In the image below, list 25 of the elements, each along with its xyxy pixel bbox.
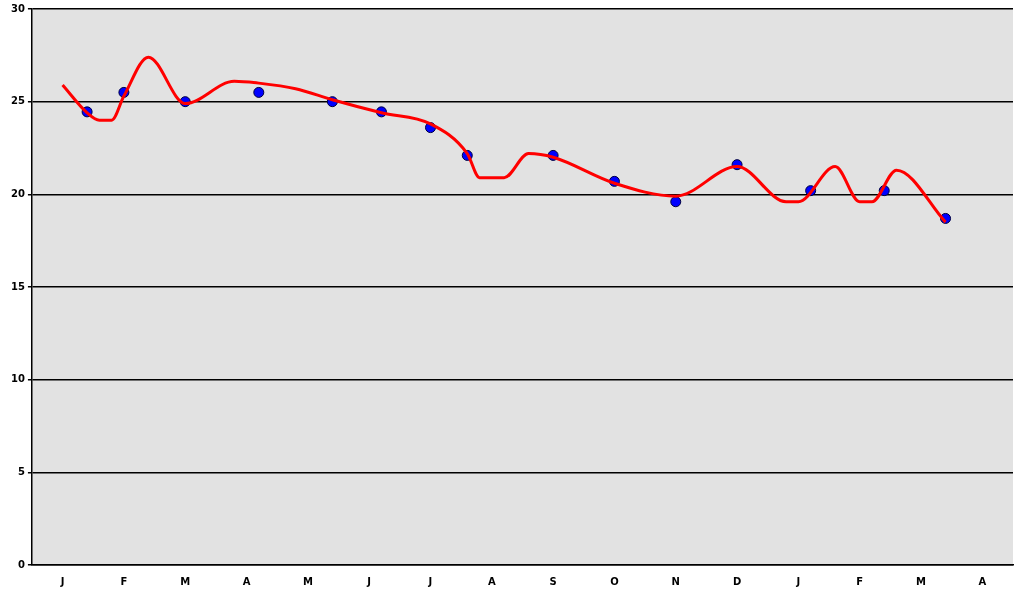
x-tick-label: S (549, 575, 557, 587)
x-tick-label: A (978, 575, 987, 587)
y-tick-label: 30 (10, 2, 25, 14)
y-tick-label: 15 (10, 280, 25, 292)
x-tick-label: O (610, 575, 619, 587)
x-tick-label: N (671, 575, 680, 587)
x-tick-label: M (180, 575, 191, 587)
x-tick-label: A (487, 575, 496, 587)
point (670, 196, 682, 208)
y-tick-label: 25 (10, 95, 25, 107)
y-tick-label: 10 (10, 373, 25, 385)
y-tick-label: 0 (17, 558, 25, 570)
x-tick-label: J (366, 575, 372, 587)
point (253, 86, 265, 98)
x-tick-label: M (916, 575, 927, 587)
x-tick-label: F (856, 575, 864, 587)
y-tick-label: 5 (17, 465, 25, 477)
x-tick-label: A (242, 575, 251, 587)
x-tick-label: M (302, 575, 313, 587)
x-tick-label: J (427, 575, 433, 587)
x-tick-label: J (795, 575, 801, 587)
x-tick-label: J (59, 575, 65, 587)
y-tick-label: 20 (10, 187, 25, 199)
x-tick-label: D (732, 575, 742, 587)
x-tick-label: F (120, 575, 128, 587)
